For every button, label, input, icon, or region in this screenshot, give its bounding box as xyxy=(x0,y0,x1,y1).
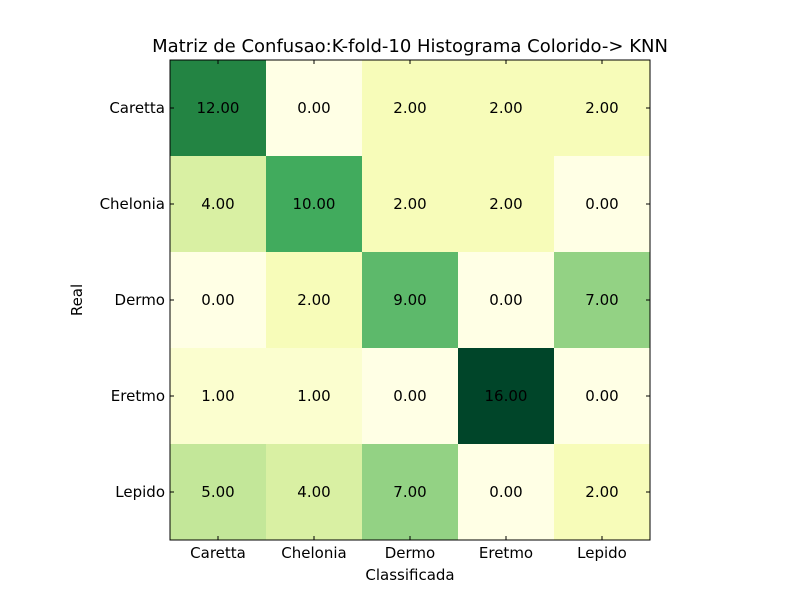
heatmap-cell-labels: 12.00 0.00 2.00 2.00 2.00 4.00 10.00 2.00 2.00 0.… xyxy=(197,99,619,501)
heatmap-cell xyxy=(554,444,650,540)
cell-value-label: 0.00 xyxy=(201,291,234,309)
y-axis-label: Real xyxy=(68,284,86,316)
heatmap-cell xyxy=(554,348,650,444)
cell-value-label: 0.00 xyxy=(489,291,522,309)
cell-value-label: 10.00 xyxy=(293,195,336,213)
heatmap-cell xyxy=(266,156,362,252)
cell-value-label: 2.00 xyxy=(297,291,330,309)
x-tick-label: Eretmo xyxy=(479,544,533,562)
y-tick-label: Chelonia xyxy=(100,195,165,213)
heatmap-cell xyxy=(170,156,266,252)
y-tick-labels: Caretta Chelonia Dermo Eretmo Lepido xyxy=(100,99,165,501)
heatmap-cell xyxy=(362,348,458,444)
cell-value-label: 0.00 xyxy=(585,195,618,213)
heatmap-cell xyxy=(458,252,554,348)
cell-value-label: 9.00 xyxy=(393,291,426,309)
cell-value-label: 1.00 xyxy=(201,387,234,405)
cell-value-label: 2.00 xyxy=(489,195,522,213)
y-tick-label: Eretmo xyxy=(111,387,165,405)
y-tick-label: Dermo xyxy=(115,291,165,309)
cell-value-label: 16.00 xyxy=(485,387,528,405)
heatmap-cell xyxy=(170,252,266,348)
x-tick-label: Chelonia xyxy=(281,544,346,562)
cell-value-label: 7.00 xyxy=(393,483,426,501)
cell-value-label: 2.00 xyxy=(393,195,426,213)
cell-value-label: 0.00 xyxy=(489,483,522,501)
cell-value-label: 0.00 xyxy=(393,387,426,405)
heatmap-cell xyxy=(554,60,650,156)
cell-value-label: 2.00 xyxy=(585,483,618,501)
heatmap-cells xyxy=(170,60,650,540)
heatmap-cell xyxy=(458,348,554,444)
x-axis-label: Classificada xyxy=(365,566,454,584)
cell-value-label: 4.00 xyxy=(201,195,234,213)
heatmap-cell xyxy=(362,156,458,252)
y-tick-label: Lepido xyxy=(115,483,165,501)
heatmap-cell xyxy=(554,156,650,252)
cell-value-label: 0.00 xyxy=(585,387,618,405)
axis-ticks xyxy=(170,60,650,540)
heatmap-cell xyxy=(458,444,554,540)
heatmap-cell xyxy=(362,444,458,540)
cell-value-label: 12.00 xyxy=(197,99,240,117)
heatmap-cell xyxy=(266,60,362,156)
heatmap-cell xyxy=(170,444,266,540)
cell-value-label: 1.00 xyxy=(297,387,330,405)
cell-value-label: 5.00 xyxy=(201,483,234,501)
cell-value-label: 2.00 xyxy=(393,99,426,117)
x-tick-label: Dermo xyxy=(385,544,435,562)
cell-value-label: 2.00 xyxy=(489,99,522,117)
x-tick-label: Caretta xyxy=(190,544,246,562)
chart-title: Matriz de Confusao:K-fold-10 Histograma … xyxy=(152,36,668,57)
heatmap-cell xyxy=(362,60,458,156)
heatmap-cell xyxy=(458,60,554,156)
cell-value-label: 0.00 xyxy=(297,99,330,117)
y-tick-label: Caretta xyxy=(109,99,165,117)
heatmap-cell xyxy=(554,252,650,348)
cell-value-label: 7.00 xyxy=(585,291,618,309)
heatmap-cell xyxy=(458,156,554,252)
heatmap-cell xyxy=(170,348,266,444)
heatmap-cell xyxy=(266,348,362,444)
x-tick-label: Lepido xyxy=(577,544,627,562)
cell-value-label: 2.00 xyxy=(585,99,618,117)
x-tick-labels: Caretta Chelonia Dermo Eretmo Lepido xyxy=(190,544,627,562)
heatmap-cell xyxy=(266,252,362,348)
heatmap-cell xyxy=(170,60,266,156)
heatmap-cell xyxy=(266,444,362,540)
heatmap-cell xyxy=(362,252,458,348)
cell-value-label: 4.00 xyxy=(297,483,330,501)
